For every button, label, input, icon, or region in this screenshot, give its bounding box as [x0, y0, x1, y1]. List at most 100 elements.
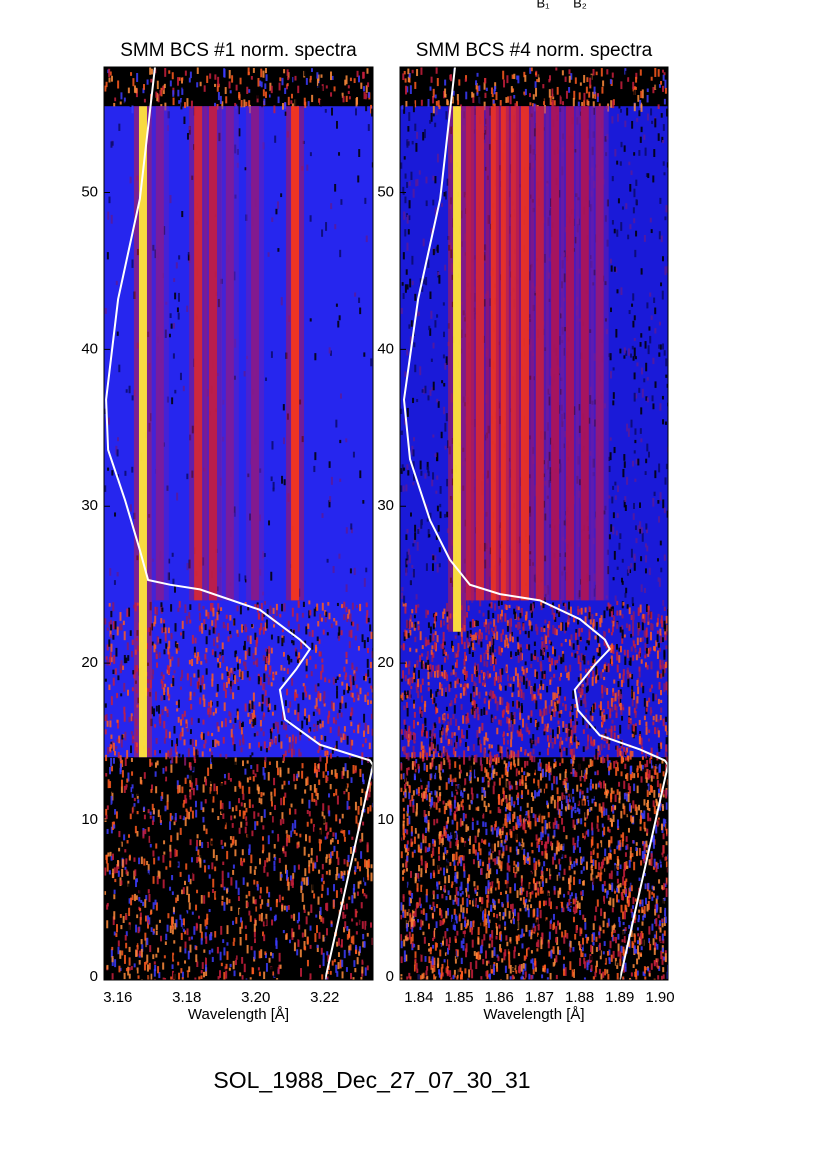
noise	[592, 101, 595, 108]
noise	[566, 768, 569, 773]
noise	[453, 799, 456, 809]
noise	[336, 795, 339, 805]
noise	[422, 833, 425, 840]
noise	[108, 603, 111, 607]
noise	[566, 902, 569, 907]
noise	[524, 74, 527, 82]
noise	[440, 827, 443, 834]
noise	[268, 670, 271, 675]
noise	[367, 669, 370, 677]
noise	[579, 957, 582, 967]
noise	[404, 784, 407, 790]
noise	[221, 783, 224, 791]
noise	[262, 844, 265, 852]
noise	[466, 883, 469, 892]
noise	[270, 351, 273, 358]
noise	[568, 87, 571, 93]
noise	[578, 92, 581, 100]
noise	[464, 916, 467, 923]
noise	[553, 88, 556, 97]
noise	[182, 630, 185, 639]
noise	[174, 641, 177, 648]
noise	[558, 854, 561, 858]
noise	[262, 626, 265, 635]
noise	[407, 767, 410, 771]
noise	[106, 828, 109, 834]
noise	[281, 603, 284, 612]
noise	[244, 768, 247, 775]
noise	[623, 964, 626, 973]
noise	[365, 901, 368, 908]
noise	[194, 759, 197, 763]
noise	[592, 875, 595, 879]
noise	[122, 620, 125, 626]
noise	[300, 885, 303, 893]
noise	[539, 934, 542, 941]
noise	[342, 733, 345, 741]
noise	[575, 772, 578, 778]
noise	[151, 855, 154, 860]
noise	[594, 915, 597, 921]
noise	[628, 83, 631, 88]
noise	[435, 101, 438, 106]
noise	[269, 742, 272, 747]
noise	[530, 67, 533, 72]
noise	[318, 838, 321, 844]
noise	[346, 735, 349, 745]
noise	[173, 859, 176, 864]
noise	[247, 832, 250, 838]
noise	[266, 649, 269, 658]
noise	[214, 866, 217, 872]
noise	[303, 97, 306, 106]
noise	[302, 692, 305, 701]
noise	[269, 728, 272, 734]
noise	[125, 931, 128, 937]
noise	[454, 795, 457, 803]
noise	[175, 648, 178, 654]
noise	[280, 797, 283, 806]
noise	[548, 951, 551, 957]
noise	[203, 683, 206, 690]
noise	[646, 788, 649, 797]
noise	[328, 612, 331, 620]
noise	[572, 768, 575, 777]
noise	[218, 654, 221, 659]
noise	[366, 793, 369, 801]
noise	[348, 641, 351, 649]
noise	[144, 915, 147, 922]
noise	[403, 950, 406, 960]
noise	[248, 100, 251, 108]
noise	[582, 893, 585, 899]
noise	[571, 901, 574, 909]
noise	[548, 862, 551, 871]
noise	[541, 826, 544, 834]
noise	[430, 906, 433, 911]
noise	[221, 649, 224, 656]
noise	[429, 947, 432, 952]
noise	[202, 694, 205, 701]
noise	[294, 784, 297, 790]
noise	[262, 70, 265, 78]
noise	[250, 854, 253, 864]
noise	[309, 75, 312, 80]
noise	[404, 890, 407, 897]
noise	[346, 783, 349, 788]
noise	[168, 651, 171, 660]
noise	[187, 254, 190, 261]
noise	[335, 890, 338, 898]
noise	[180, 632, 183, 636]
noise	[246, 671, 249, 678]
noise	[106, 964, 109, 970]
noise	[335, 740, 338, 750]
noise	[284, 808, 287, 813]
noise	[228, 801, 231, 810]
noise	[224, 87, 227, 95]
noise	[219, 662, 222, 668]
noise	[260, 792, 263, 798]
noise	[108, 870, 111, 875]
noise	[348, 950, 351, 956]
noise	[221, 845, 224, 849]
noise	[532, 967, 535, 975]
noise	[260, 603, 263, 610]
noise	[270, 571, 273, 581]
